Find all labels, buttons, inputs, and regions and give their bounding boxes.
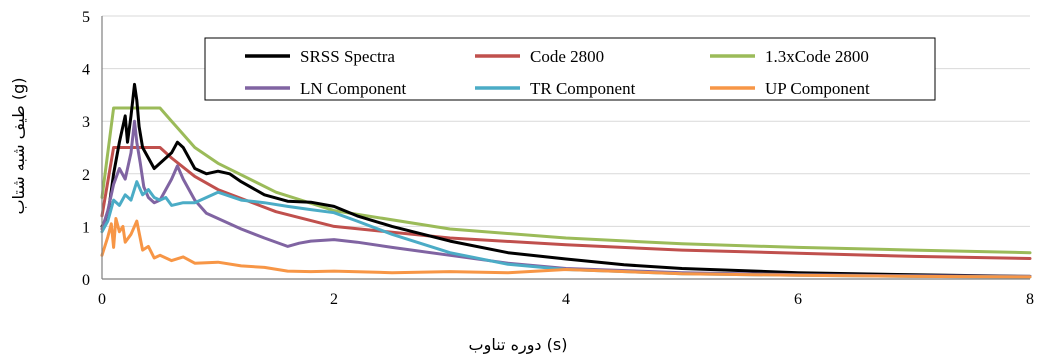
y-tick-label-3: 3 <box>82 114 90 131</box>
legend-label-code-2800: Code 2800 <box>530 47 604 66</box>
legend-label-ln-component: LN Component <box>300 79 407 98</box>
legend-label-tr-component: TR Component <box>530 79 636 98</box>
legend-label-srss-spectra: SRSS Spectra <box>300 47 395 66</box>
x-axis-title: دوره تناوب (s) <box>469 335 568 355</box>
legend-box <box>204 37 936 101</box>
y-tick-label-4: 4 <box>82 62 90 79</box>
x-tick-label-8: 8 <box>1026 291 1034 308</box>
axes <box>101 16 1030 280</box>
legend-label-1-3xcode-2800: 1.3xCode 2800 <box>765 47 869 66</box>
series-lines <box>100 82 1032 279</box>
series-line-code-2800 <box>100 146 1032 260</box>
tick-labels: 0 1 2 3 4 5 0 2 4 6 8 <box>82 9 1034 308</box>
series-line-tr-component <box>100 180 1032 279</box>
legend-label-up-component: UP Component <box>765 79 870 98</box>
x-tick-label-0: 0 <box>98 291 106 308</box>
y-tick-label-5: 5 <box>82 9 90 26</box>
y-axis-title: طیف شبه شتاب (g) <box>9 77 28 214</box>
y-tick-label-0: 0 <box>82 272 90 289</box>
x-tick-label-4: 4 <box>562 291 570 308</box>
y-tick-label-2: 2 <box>82 167 90 184</box>
x-tick-label-2: 2 <box>330 291 338 308</box>
series-line-up-component <box>100 217 1032 279</box>
y-tick-label-1: 1 <box>82 219 90 236</box>
series-line-srss-spectra <box>100 82 1032 278</box>
x-tick-label-6: 6 <box>794 291 802 308</box>
legend: SRSS Spectra Code 2800 1.3xCode 2800 LN Com… <box>204 37 936 101</box>
